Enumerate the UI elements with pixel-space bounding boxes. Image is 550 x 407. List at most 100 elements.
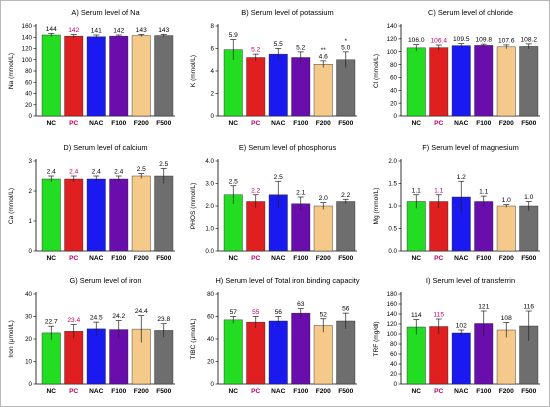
y-tick-label: 4 xyxy=(211,68,215,75)
data-label: 2.1 xyxy=(296,190,305,197)
y-tick-label: 80 xyxy=(390,62,397,69)
bar xyxy=(268,53,288,117)
data-label: 143 xyxy=(136,27,147,34)
bar xyxy=(313,325,333,385)
x-tick-label: F100 xyxy=(476,120,491,127)
data-label: 142 xyxy=(68,27,79,34)
data-label: 1.1 xyxy=(479,189,488,196)
x-tick-label: PC xyxy=(251,120,260,127)
x-tick-label: F500 xyxy=(156,388,171,395)
bar xyxy=(41,332,61,385)
y-tick-label: 40 xyxy=(390,87,397,94)
y-tick-label: 100 xyxy=(387,331,398,338)
y-tick-label: 120 xyxy=(387,321,398,328)
x-tick-label: F200 xyxy=(134,388,149,395)
x-tick-label: F500 xyxy=(521,255,536,262)
x-tick-label: F500 xyxy=(338,120,353,127)
y-tick-label: 0.0 xyxy=(388,248,397,255)
y-tick-label: 0 xyxy=(29,381,33,388)
data-label: 5.0 xyxy=(341,44,350,51)
y-tick-label: 140 xyxy=(387,311,398,318)
x-tick-label: PC xyxy=(251,388,260,395)
data-label: 63 xyxy=(297,301,305,308)
x-tick-label: F500 xyxy=(521,120,536,127)
y-tick-label: 20 xyxy=(390,371,397,378)
data-label: 4.6 xyxy=(319,53,328,60)
x-tick-label: F200 xyxy=(134,255,149,262)
y-tick-label: 2.0 xyxy=(388,158,397,165)
data-label: 5.2 xyxy=(296,44,305,51)
y-axis-label: K (mmol/L) xyxy=(190,55,197,87)
y-tick-label: 40 xyxy=(25,291,32,298)
x-tick-label: F500 xyxy=(156,255,171,262)
data-label: 102 xyxy=(456,323,467,330)
y-tick-label: 160 xyxy=(22,23,33,30)
bar xyxy=(496,46,516,117)
y-tick-label: 40 xyxy=(390,361,397,368)
x-tick-label: NC xyxy=(46,388,56,395)
x-tick-label: F200 xyxy=(134,120,149,127)
significance-marker: * xyxy=(344,38,347,45)
x-tick-label: NC xyxy=(411,255,421,262)
x-tick-label: F500 xyxy=(338,255,353,262)
chart-title: B) Serum level of potassium xyxy=(241,8,333,17)
y-tick-label: 120 xyxy=(387,36,398,43)
data-label: 56 xyxy=(342,306,350,313)
data-label: 108 xyxy=(501,315,512,322)
y-tick-label: 6 xyxy=(211,46,215,53)
bar xyxy=(313,64,333,117)
data-label: 24.4 xyxy=(135,308,148,315)
y-tick-label: 8 xyxy=(211,23,215,30)
data-label: 1.1 xyxy=(434,187,443,194)
y-tick-label: 140 xyxy=(387,23,398,30)
data-label: 23.4 xyxy=(67,317,80,324)
x-tick-label: F100 xyxy=(476,388,491,395)
data-label: 107.6 xyxy=(498,37,515,44)
y-tick-label: 60 xyxy=(207,314,214,321)
y-tick-label: 40 xyxy=(207,336,214,343)
y-tick-label: 60 xyxy=(25,79,32,86)
y-tick-label: 180 xyxy=(387,291,398,298)
bar xyxy=(519,205,539,252)
data-label: 1.2 xyxy=(457,174,466,181)
x-tick-label: NAC xyxy=(89,120,104,127)
chart-title: I) Serum level of transferrin xyxy=(426,276,515,285)
bar xyxy=(496,205,516,252)
chart-panel-e: E) Serum level of phosphorus PHOS (mmol/L… xyxy=(190,143,357,262)
x-tick-label: NC xyxy=(228,255,238,262)
bar xyxy=(154,35,174,117)
bar xyxy=(336,59,356,117)
x-tick-label: F100 xyxy=(476,255,491,262)
x-tick-label: NAC xyxy=(271,120,286,127)
y-tick-label: 0 xyxy=(394,113,398,120)
y-tick-label: 0 xyxy=(211,381,215,388)
x-tick-label: NC xyxy=(46,120,56,127)
bar xyxy=(406,47,426,117)
x-tick-label: NC xyxy=(411,388,421,395)
x-tick-label: F100 xyxy=(293,120,308,127)
data-label: 143 xyxy=(158,27,169,34)
data-label: 57 xyxy=(230,309,238,316)
data-label: 2.5 xyxy=(159,161,168,168)
y-axis-label: PHOS (mmol/L) xyxy=(190,183,197,230)
y-tick-label: 2 xyxy=(211,91,215,98)
x-tick-label: PC xyxy=(69,388,78,395)
x-tick-label: NAC xyxy=(89,255,104,262)
y-tick-label: 100 xyxy=(22,57,33,64)
chart-panel-b: B) Serum level of potassium K (mmol/L) 0 2 4… xyxy=(190,8,357,127)
y-tick-label: 80 xyxy=(207,291,214,298)
data-label: 24.5 xyxy=(90,315,103,322)
bar xyxy=(109,35,129,117)
y-tick-label: 1.0 xyxy=(388,203,397,210)
y-axis-label: Na (mmol/L) xyxy=(8,53,15,89)
data-label: 2.5 xyxy=(137,166,146,173)
y-tick-label: 1.5 xyxy=(388,181,397,188)
y-tick-label: 2 xyxy=(29,188,33,195)
data-label: 52 xyxy=(320,311,328,318)
chart-panel-d: D) Serum level of calcium Ca (mmol/L) 0 1 2 3… xyxy=(8,143,175,262)
bar xyxy=(109,178,129,252)
y-tick-label: 10 xyxy=(25,359,32,366)
bar xyxy=(336,320,356,385)
x-tick-label: NC xyxy=(228,388,238,395)
x-tick-label: F100 xyxy=(293,388,308,395)
